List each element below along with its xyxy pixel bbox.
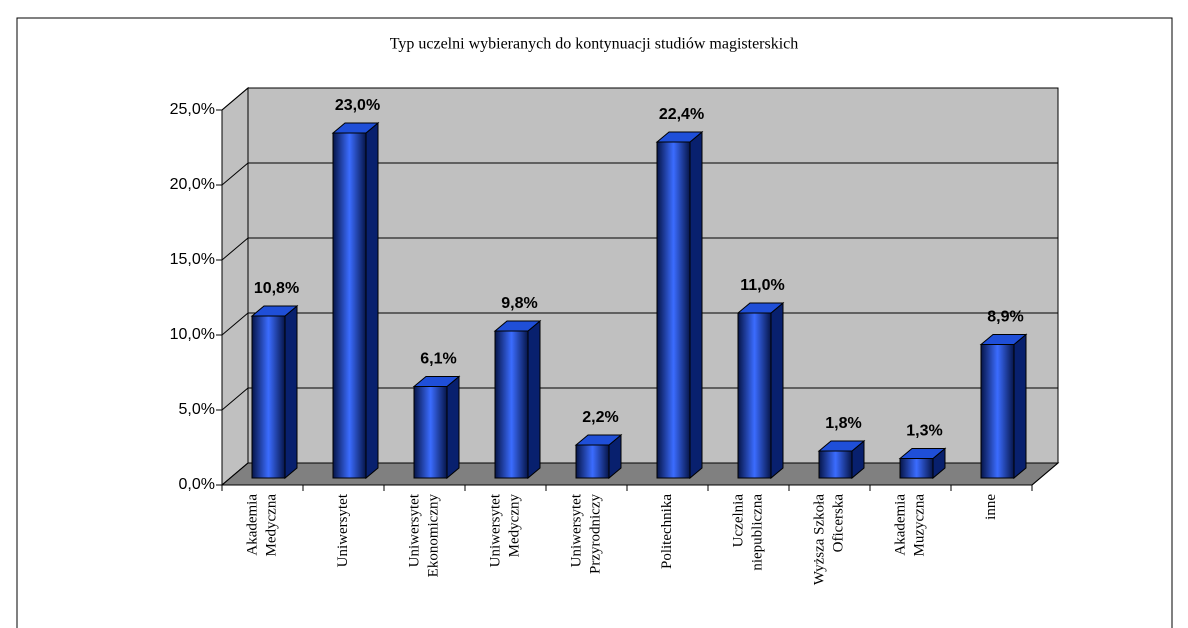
- x-tick-label: niepubliczna: [749, 494, 765, 571]
- x-tick-label: Medyczna: [263, 494, 279, 557]
- x-tick-label: Uniwersytet: [487, 493, 503, 567]
- bar: [656, 141, 691, 479]
- bar-side: [770, 301, 784, 480]
- grid-line: [221, 387, 1058, 411]
- x-tick-label: Uczelnia: [730, 494, 746, 548]
- y-tick-label: 25,0%: [170, 101, 215, 118]
- y-tick-label: 0,0%: [179, 476, 215, 493]
- y-tick-label: 20,0%: [170, 176, 215, 193]
- x-tick-label: Uniwersytet: [568, 493, 584, 567]
- x-tick-label: Ekonomiczny: [425, 494, 441, 578]
- x-tick-label: Akademia: [244, 494, 260, 556]
- y-tick-label: 15,0%: [170, 251, 215, 268]
- grid-line: [221, 237, 1058, 261]
- value-label: 11,0%: [740, 277, 784, 294]
- grid-line: [221, 87, 1058, 111]
- bar: [413, 386, 448, 479]
- value-label: 23,0%: [335, 97, 380, 114]
- value-label: 1,3%: [906, 423, 942, 440]
- x-tick-label: Medyczny: [506, 494, 522, 558]
- value-label: 1,8%: [825, 415, 861, 432]
- x-tick-label: Uniwersytet: [335, 493, 351, 567]
- x-tick-label: Wyższa Szkoła: [811, 494, 827, 585]
- y-tick-label: 5,0%: [179, 401, 215, 418]
- bar: [737, 312, 772, 479]
- x-tick-label: Przyrodniczy: [587, 494, 603, 574]
- bar-side: [1013, 333, 1027, 480]
- grid-line: [221, 162, 1058, 186]
- bar: [899, 458, 934, 479]
- value-label: 6,1%: [420, 351, 456, 368]
- value-label: 8,9%: [987, 309, 1023, 326]
- grid-line: [221, 462, 1058, 486]
- x-tick-label: inne: [983, 494, 999, 520]
- value-label: 10,8%: [254, 280, 299, 297]
- x-axis-depth: [1031, 462, 1059, 486]
- bar-side: [527, 319, 541, 480]
- bar-side: [446, 375, 460, 480]
- x-tick-label: Politechnika: [659, 494, 675, 569]
- bar: [332, 132, 367, 479]
- side-wall: [221, 86, 249, 487]
- y-tick-label: 10,0%: [170, 326, 215, 343]
- x-tick-label: Muzyczna: [911, 494, 927, 557]
- x-tick-label: Akademia: [892, 494, 908, 556]
- bar-side: [365, 121, 379, 480]
- chart-title: Typ uczelni wybieranych do kontynuacji s…: [390, 36, 799, 53]
- grid-line: [221, 312, 1058, 336]
- bar-side: [284, 304, 298, 480]
- bar: [251, 315, 286, 479]
- x-tick-label: Uniwersytet: [406, 493, 422, 567]
- value-label: 22,4%: [659, 106, 704, 123]
- bar: [980, 344, 1015, 479]
- x-tick-label: Oficerska: [830, 494, 846, 553]
- value-label: 2,2%: [582, 409, 618, 426]
- bar: [575, 444, 610, 479]
- bar: [494, 330, 529, 479]
- value-label: 9,8%: [501, 295, 537, 312]
- bar-side: [689, 130, 703, 480]
- bar: [818, 450, 853, 479]
